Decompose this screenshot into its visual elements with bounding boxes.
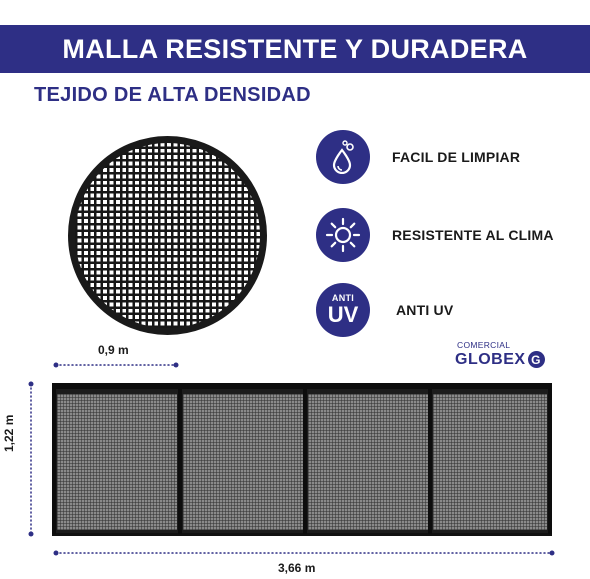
fence-illustration: [52, 383, 552, 536]
mesh-closeup-image: [68, 136, 267, 335]
banner-title: MALLA RESISTENTE Y DURADERA: [62, 33, 528, 64]
fence-panel-4: [433, 394, 547, 530]
fence-post: [548, 384, 552, 534]
logo-mark: G: [527, 351, 545, 368]
total-width-label: 3,66 m: [278, 561, 316, 575]
fence-post: [303, 384, 307, 534]
logo-main-text: GLOBEX: [455, 350, 526, 368]
globex-logo: COMERCIAL GLOBEX G: [455, 340, 545, 368]
fence-post: [428, 384, 432, 534]
feature-label: RESISTENTE AL CLIMA: [392, 227, 554, 243]
sun-icon: [316, 208, 370, 262]
feature-label: FACIL DE LIMPIAR: [392, 149, 521, 165]
fence-panel-3: [308, 394, 428, 530]
subtitle: TEJIDO DE ALTA DENSIDAD: [34, 84, 311, 106]
feature-anti-uv: ANTI UV ANTI UV: [316, 283, 453, 337]
fence-post: [52, 384, 56, 534]
logo-small-text: COMERCIAL: [457, 340, 511, 350]
anti-uv-icon-top: ANTI: [331, 293, 355, 303]
feature-easy-clean: FACIL DE LIMPIAR: [316, 130, 520, 184]
feature-label: ANTI UV: [396, 302, 454, 318]
panel-width-label: 0,9 m: [98, 343, 129, 357]
fence-panel-1: [57, 394, 177, 530]
title-banner: MALLA RESISTENTE Y DURADERA: [0, 25, 590, 73]
water-drops-icon: [316, 130, 370, 184]
fence-post: [178, 384, 182, 534]
fence-panel-2: [183, 394, 303, 530]
anti-uv-icon: ANTI UV: [316, 283, 370, 337]
feature-weather-resistant: RESISTENTE AL CLIMA: [316, 208, 554, 262]
anti-uv-icon-main: UV: [327, 302, 359, 327]
fence-top-rail: [52, 383, 552, 389]
